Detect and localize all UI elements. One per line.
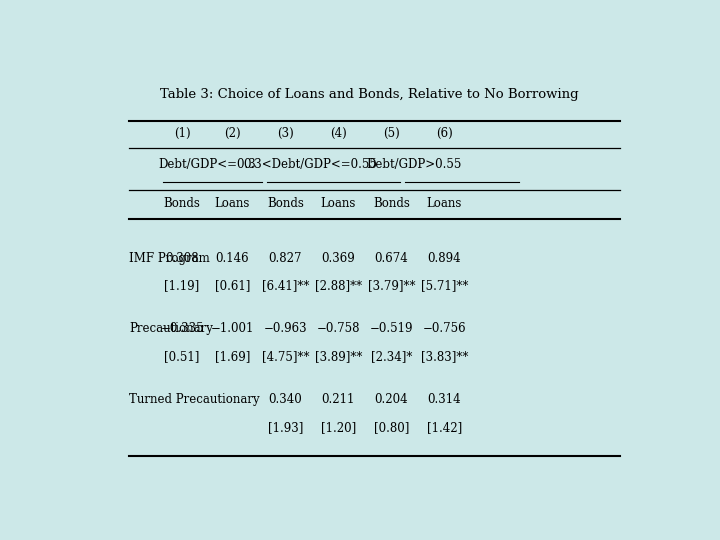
Text: (4): (4): [330, 127, 347, 140]
Text: IMF Program: IMF Program: [129, 252, 210, 265]
Text: [4.75]**: [4.75]**: [261, 350, 309, 363]
Text: (6): (6): [436, 127, 453, 140]
Text: Turned Precautionary: Turned Precautionary: [129, 393, 260, 406]
Text: [1.93]: [1.93]: [268, 421, 303, 434]
Text: [1.20]: [1.20]: [320, 421, 356, 434]
Text: [0.61]: [0.61]: [215, 280, 250, 293]
Text: [2.34]*: [2.34]*: [371, 350, 412, 363]
Text: −0.963: −0.963: [264, 322, 307, 335]
Text: 0.211: 0.211: [322, 393, 355, 406]
Text: 0.894: 0.894: [428, 252, 461, 265]
Text: Debt/GDP<=0.3: Debt/GDP<=0.3: [158, 158, 256, 171]
Text: −0.335: −0.335: [161, 322, 204, 335]
Text: Loans: Loans: [320, 197, 356, 210]
Text: Bonds: Bonds: [373, 197, 410, 210]
Text: Precautionary: Precautionary: [129, 322, 213, 335]
Text: 0.314: 0.314: [428, 393, 461, 406]
Text: −1.001: −1.001: [211, 322, 254, 335]
Text: 0.827: 0.827: [269, 252, 302, 265]
Text: [1.69]: [1.69]: [215, 350, 250, 363]
Text: 0.674: 0.674: [374, 252, 408, 265]
Text: Debt/GDP>0.55: Debt/GDP>0.55: [366, 158, 462, 171]
Text: Loans: Loans: [427, 197, 462, 210]
Text: [0.51]: [0.51]: [164, 350, 199, 363]
Text: [6.41]**: [6.41]**: [261, 280, 309, 293]
Text: (5): (5): [383, 127, 400, 140]
Text: Loans: Loans: [215, 197, 250, 210]
Text: [0.80]: [0.80]: [374, 421, 409, 434]
Text: Bonds: Bonds: [163, 197, 200, 210]
Text: 0.308: 0.308: [166, 252, 199, 265]
Text: [3.83]**: [3.83]**: [420, 350, 468, 363]
Text: 0.340: 0.340: [269, 393, 302, 406]
Text: [2.88]**: [2.88]**: [315, 280, 362, 293]
Text: Table 3: Choice of Loans and Bonds, Relative to No Borrowing: Table 3: Choice of Loans and Bonds, Rela…: [160, 87, 578, 100]
Text: −0.756: −0.756: [423, 322, 466, 335]
Text: (1): (1): [174, 127, 190, 140]
Text: 0.3<Debt/GDP<=0.55: 0.3<Debt/GDP<=0.55: [243, 158, 377, 171]
Text: −0.519: −0.519: [369, 322, 413, 335]
Text: [3.79]**: [3.79]**: [368, 280, 415, 293]
Text: −0.758: −0.758: [317, 322, 360, 335]
Text: (3): (3): [277, 127, 294, 140]
Text: 0.204: 0.204: [374, 393, 408, 406]
Text: [3.89]**: [3.89]**: [315, 350, 362, 363]
Text: 0.146: 0.146: [215, 252, 249, 265]
Text: [1.42]: [1.42]: [427, 421, 462, 434]
Text: (2): (2): [224, 127, 240, 140]
Text: [1.19]: [1.19]: [164, 280, 199, 293]
Text: 0.369: 0.369: [321, 252, 355, 265]
Text: Bonds: Bonds: [267, 197, 304, 210]
Text: [5.71]**: [5.71]**: [420, 280, 468, 293]
